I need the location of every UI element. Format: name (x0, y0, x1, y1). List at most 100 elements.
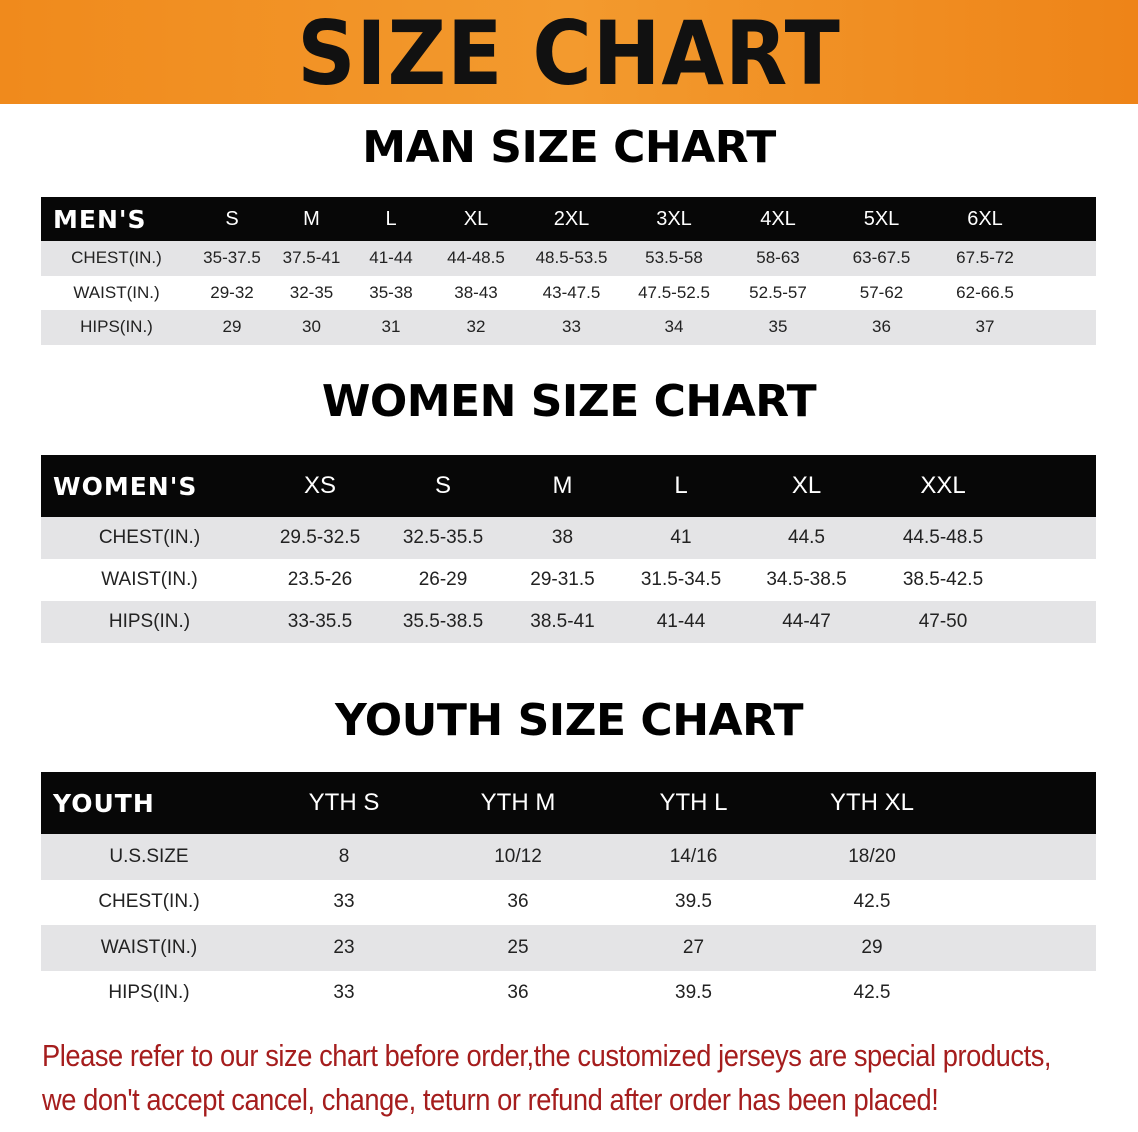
measurement-cell: 23.5-26 (287, 569, 353, 590)
men-header-row: MEN'S S M L XL 2XL 3XL 4XL 5XL 6XL (41, 197, 1096, 241)
size-column-header: YTH XL (829, 789, 915, 816)
measurement-cell: 58-63 (756, 248, 800, 268)
measurement-cell: 47-50 (918, 611, 968, 632)
size-column-header: S (434, 472, 451, 499)
measurement-cell: 27 (682, 936, 705, 958)
row-label: WAIST(IN.) (101, 569, 198, 590)
row-label: WAIST(IN.) (100, 936, 198, 958)
size-column-header: M (552, 472, 573, 499)
measurement-cell: 36 (507, 982, 529, 1004)
measurement-cell: 42.5 (853, 891, 891, 913)
measurement-cell: 30 (302, 317, 321, 337)
measurement-cell: 35.5-38.5 (402, 611, 484, 632)
row-label: CHEST(IN.) (71, 248, 162, 268)
measurement-cell: 31 (381, 317, 401, 337)
measurement-cell: 41-44 (656, 611, 706, 632)
size-column-header: 4XL (760, 207, 796, 230)
measurement-cell: 26-29 (418, 569, 468, 590)
youth-section-title: YOUTH SIZE CHART (334, 695, 804, 746)
size-column-header: YTH L (659, 789, 728, 816)
size-column-header: M (303, 207, 320, 230)
measurement-cell: 35-37.5 (203, 248, 261, 268)
measurement-cell: 37 (975, 317, 995, 337)
measurement-cell: 62-66.5 (956, 282, 1014, 302)
size-column-header: XS (303, 472, 336, 499)
size-column-header: YTH S (308, 789, 380, 816)
measurement-cell: 10/12 (494, 845, 542, 867)
measurement-cell: 34 (664, 317, 684, 337)
measurement-cell: 36 (872, 317, 891, 337)
size-column-header: XL (791, 472, 822, 499)
table-row: HIPS(IN.) 33 36 39.5 42.5 (41, 970, 1096, 1016)
measurement-cell: 43-47.5 (542, 282, 601, 302)
measurement-cell: 47.5-52.5 (638, 282, 710, 302)
measurement-cell: 39.5 (675, 982, 712, 1004)
table-row: U.S.SIZE 8 10/12 14/16 18/20 (41, 834, 1096, 880)
men-size-table: MEN'S S M L XL 2XL 3XL 4XL 5XL 6XL CHEST(IN.) 35-37… (41, 197, 1096, 345)
row-label: HIPS(IN.) (108, 611, 191, 632)
measurement-cell: 33-35.5 (287, 611, 353, 632)
measurement-cell: 37.5-41 (282, 248, 341, 268)
measurement-cell: 38.5-42.5 (902, 569, 984, 590)
row-label: WAIST(IN.) (73, 282, 160, 302)
table-row: WAIST(IN.) 23.5-26 26-29 29-31.5 31.5-34.5 34… (41, 559, 1096, 601)
measurement-cell: 44-47 (782, 611, 831, 632)
measurement-cell: 29.5-32.5 (279, 527, 361, 548)
size-column-header: 6XL (967, 207, 1003, 230)
measurement-cell: 29 (222, 317, 242, 337)
measurement-cell: 52.5-57 (749, 282, 807, 302)
measurement-cell: 32 (466, 317, 486, 337)
row-label: CHEST(IN.) (98, 891, 200, 913)
women-section-title: WOMEN SIZE CHART (321, 376, 817, 427)
measurement-cell: 53.5-58 (645, 248, 703, 268)
size-column-header: YTH M (480, 789, 556, 816)
measurement-cell: 32-35 (289, 282, 334, 302)
measurement-cell: 34.5-38.5 (766, 569, 847, 590)
measurement-cell: 32.5-35.5 (402, 527, 484, 548)
size-column-header: L (385, 207, 397, 230)
size-column-header: 5XL (863, 207, 900, 230)
size-column-header: 3XL (656, 207, 692, 230)
measurement-cell: 33 (333, 891, 355, 913)
banner: SIZE CHART (0, 0, 1138, 104)
measurement-cell: 41-44 (369, 248, 413, 268)
measurement-cell: 23 (333, 936, 355, 958)
table-row: WAIST(IN.) 23 25 27 29 (41, 925, 1096, 971)
measurement-cell: 38.5-41 (530, 611, 595, 632)
row-label: U.S.SIZE (109, 845, 189, 867)
table-row: WAIST(IN.) 29-32 32-35 35-38 38-43 43-47.5 47.… (41, 275, 1096, 310)
banner-title: SIZE CHART (297, 2, 841, 105)
measurement-cell: 29-32 (210, 282, 254, 302)
table-row: CHEST(IN.) 29.5-32.5 32.5-35.5 38 41 44.5 44.5… (41, 517, 1096, 559)
measurement-cell: 35 (768, 317, 788, 337)
notice-line-2: we don't accept cancel, change, teturn o… (42, 1082, 939, 1117)
size-column-header: 2XL (553, 207, 590, 230)
table-row: HIPS(IN.) 33-35.5 35.5-38.5 38.5-41 41-44 44-… (41, 601, 1096, 643)
table-title-label: MEN'S (53, 204, 147, 234)
measurement-cell: 63-67.5 (852, 248, 911, 268)
table-row: HIPS(IN.) 29 30 31 32 33 34 35 36 37 (41, 310, 1096, 345)
measurement-cell: 29 (861, 936, 883, 958)
measurement-cell: 44-48.5 (447, 248, 505, 268)
women-size-table: WOMEN'S XS S M L XL XXL CHEST(IN.) 29.5-32.5 32.5… (41, 455, 1096, 643)
measurement-cell: 57-62 (859, 282, 904, 302)
measurement-cell: 35-38 (369, 282, 413, 302)
notice-line-1: Please refer to our size chart before or… (42, 1038, 1052, 1073)
measurement-cell: 48.5-53.5 (535, 248, 608, 268)
table-row: CHEST(IN.) 33 36 39.5 42.5 (41, 879, 1096, 925)
measurement-cell: 25 (507, 936, 529, 958)
measurement-cell: 36 (507, 891, 529, 913)
row-label: HIPS(IN.) (80, 317, 153, 337)
size-column-header: L (674, 472, 688, 499)
youth-header-row: YOUTH YTH S YTH M YTH L YTH XL (41, 772, 1096, 834)
measurement-cell: 38 (551, 527, 574, 548)
measurement-cell: 44.5-48.5 (902, 527, 984, 548)
table-title-label: WOMEN'S (53, 471, 198, 501)
measurement-cell: 44.5 (788, 527, 825, 548)
size-column-header: XXL (920, 472, 966, 499)
table-title-label: YOUTH (53, 788, 155, 818)
measurement-cell: 38-43 (454, 282, 498, 302)
measurement-cell: 42.5 (853, 982, 891, 1004)
row-label: HIPS(IN.) (108, 982, 190, 1004)
measurement-cell: 31.5-34.5 (640, 569, 722, 590)
